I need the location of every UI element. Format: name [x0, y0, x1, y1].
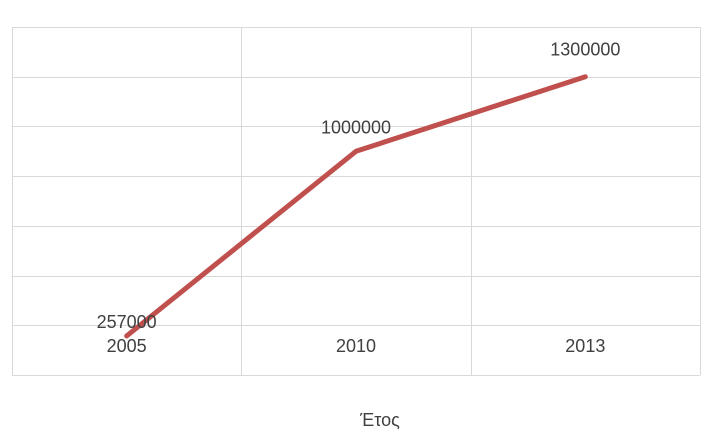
x-axis-tick-labels: 2005 2010 2013: [107, 336, 606, 356]
x-axis-title: Έτος: [359, 410, 400, 430]
data-label: 1000000: [321, 117, 391, 137]
x-tick-label: 2013: [565, 336, 605, 356]
series-layer: [124, 74, 588, 339]
x-tick-label: 2005: [107, 336, 147, 356]
series-line: [124, 74, 588, 339]
horizontal-gridlines: [12, 27, 700, 376]
data-labels: 257000 1000000 1300000: [97, 40, 621, 332]
vertical-gridlines: [12, 27, 701, 375]
x-tick-label: 2010: [336, 336, 376, 356]
data-label: 1300000: [550, 40, 620, 60]
data-label: 257000: [97, 312, 157, 332]
